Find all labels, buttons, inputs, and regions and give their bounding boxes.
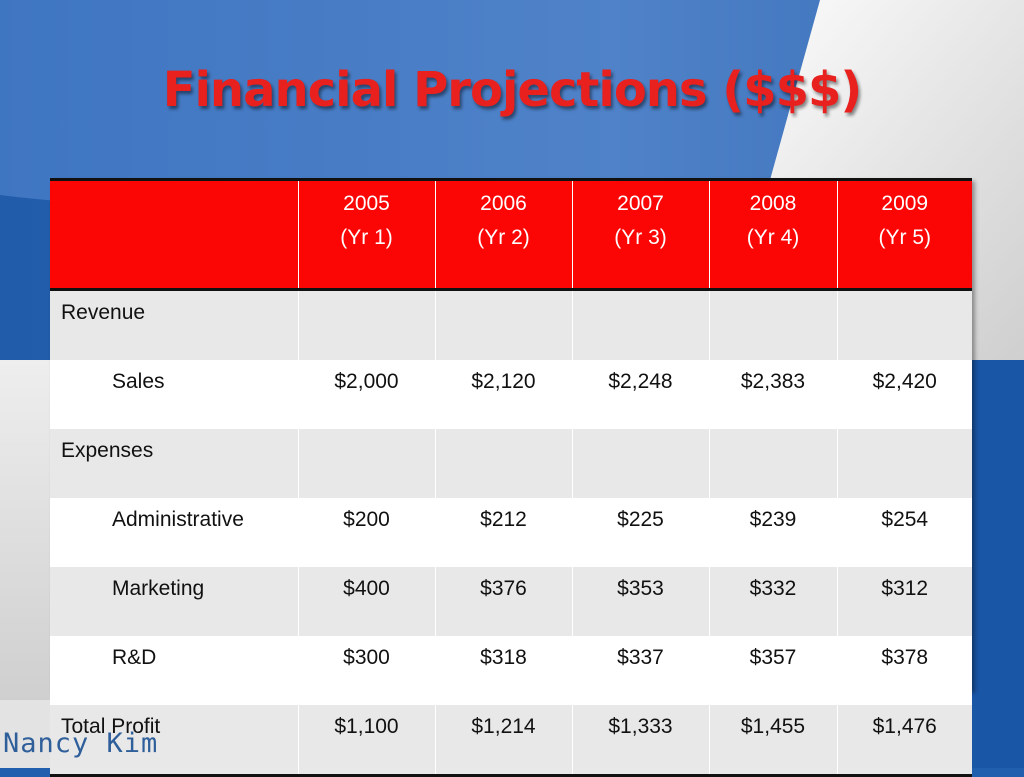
header-cell-2007: 2007 (Yr 3) (571, 178, 709, 291)
table-row-revenue: Revenue (50, 289, 972, 360)
table-cell (836, 289, 972, 360)
table-cell (297, 289, 435, 360)
table-cell: $300 (297, 636, 435, 705)
table-cell: $200 (297, 498, 435, 567)
table-cell: $1,333 (571, 705, 709, 777)
table-row-sales: Sales $2,000 $2,120 $2,248 $2,383 $2,420 (50, 360, 972, 429)
table-cell: $225 (571, 498, 709, 567)
table-cell: $376 (434, 567, 572, 636)
row-label: Marketing (50, 567, 298, 636)
table-row-rnd: R&D $300 $318 $337 $357 $378 (50, 636, 972, 705)
header-cell-2005: 2005 (Yr 1) (297, 178, 435, 291)
header-cell-2008: 2008 (Yr 4) (708, 178, 837, 291)
table-cell: $312 (836, 567, 972, 636)
header-period: (Yr 5) (878, 226, 932, 249)
table-header-row: 2005 (Yr 1) 2006 (Yr 2) 2007 (Yr 3) 2008 (Yr… (50, 178, 972, 291)
table-cell: $1,455 (708, 705, 837, 777)
table-row-total-profit: Total Profit $1,100 $1,214 $1,333 $1,455… (50, 705, 972, 777)
table-cell (708, 289, 837, 360)
header-year: 2006 (480, 192, 527, 215)
header-cell-2006: 2006 (Yr 2) (434, 178, 572, 291)
row-label: R&D (50, 636, 298, 705)
table-cell: $353 (571, 567, 709, 636)
header-period: (Yr 4) (746, 226, 800, 249)
table-cell: $2,248 (571, 360, 709, 429)
table-cell: $212 (434, 498, 572, 567)
table-cell: $318 (434, 636, 572, 705)
author-name: Nancy Kim (3, 728, 159, 759)
table-cell (434, 429, 572, 498)
slide-title: Financial Projections ($$$) (162, 62, 863, 118)
table-cell: $332 (708, 567, 837, 636)
table-cell (571, 429, 709, 498)
table-cell: $378 (836, 636, 972, 705)
header-period: (Yr 3) (614, 226, 667, 249)
row-label: Administrative (50, 498, 298, 567)
header-period: (Yr 1) (340, 226, 393, 249)
table-cell (836, 429, 972, 498)
table-cell: $254 (836, 498, 972, 567)
header-year: 2009 (881, 192, 929, 215)
row-label: Expenses (50, 429, 298, 498)
table-cell: $2,420 (836, 360, 972, 429)
header-year: 2005 (343, 192, 390, 215)
table-cell (571, 289, 709, 360)
table-cell: $1,476 (836, 705, 972, 777)
header-period: (Yr 2) (477, 226, 530, 249)
table-cell (708, 429, 837, 498)
table-cell (434, 289, 572, 360)
financial-projections-table: 2005 (Yr 1) 2006 (Yr 2) 2007 (Yr 3) 2008 (Yr… (50, 178, 972, 777)
header-cell-empty (50, 178, 298, 291)
table-row-expenses: Expenses (50, 429, 972, 498)
header-cell-2009: 2009 (Yr 5) (836, 178, 972, 291)
row-label: Revenue (50, 289, 298, 360)
table-cell: $2,383 (708, 360, 837, 429)
header-year: 2008 (749, 192, 797, 215)
table-row-administrative: Administrative $200 $212 $225 $239 $254 (50, 498, 972, 567)
row-label: Total Profit (50, 705, 298, 777)
table-cell: $357 (708, 636, 837, 705)
table-row-marketing: Marketing $400 $376 $353 $332 $312 (50, 567, 972, 636)
table-cell: $1,214 (434, 705, 572, 777)
row-label: Sales (50, 360, 298, 429)
table-cell: $1,100 (297, 705, 435, 777)
table-cell: $239 (708, 498, 837, 567)
table-cell: $2,000 (297, 360, 435, 429)
table-cell: $400 (297, 567, 435, 636)
table-cell (297, 429, 435, 498)
table-cell: $337 (571, 636, 709, 705)
table-cell: $2,120 (434, 360, 572, 429)
header-year: 2007 (617, 192, 664, 215)
